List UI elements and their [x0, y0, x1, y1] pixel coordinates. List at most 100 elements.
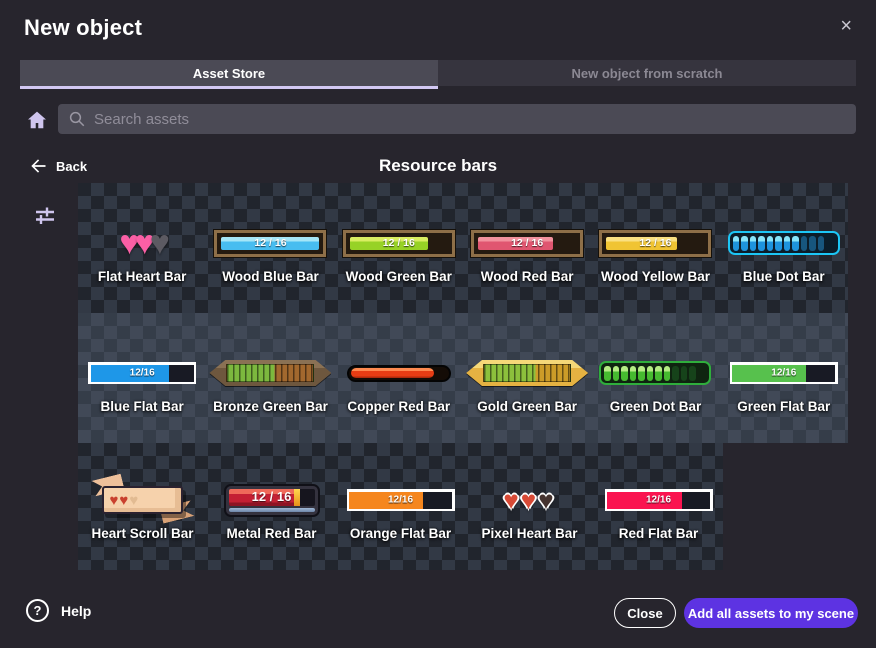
flat-bar-frame: 12/16: [88, 362, 197, 384]
heart-icon: ♥: [129, 491, 139, 509]
dot-pill: [680, 365, 688, 381]
asset-label: Orange Flat Bar: [349, 526, 452, 541]
bar-fill: [732, 364, 807, 382]
asset-tile-metal-red-bar[interactable]: 12 / 16 Metal Red Bar: [207, 443, 336, 570]
asset-sprite-blue-dot-bar: [727, 221, 840, 265]
bar-fill: [349, 236, 429, 250]
asset-tile-bronze-green-bar[interactable]: Bronze Green Bar: [206, 313, 334, 443]
scroll-body: ♥ ♥ ♥: [101, 486, 183, 514]
add-all-assets-button[interactable]: Add all assets to my scene: [684, 598, 858, 628]
heart-icon: ♥: [109, 491, 119, 509]
heart-icons: ♥♥♥: [503, 487, 555, 514]
asset-tile-green-flat-bar[interactable]: 12/16 Green Flat Bar: [720, 313, 848, 443]
asset-row-1: ♥♥♥ Flat Heart Bar 12 / 16 Wood Blue Bar 12 …: [78, 183, 848, 313]
asset-label: Bronze Green Bar: [213, 399, 328, 414]
asset-tile-heart-scroll-bar[interactable]: ♥ ♥ ♥ Heart Scroll Bar: [78, 443, 207, 570]
bar-fill: [478, 236, 553, 250]
active-tab-underline: [20, 86, 438, 89]
help-label: Help: [61, 602, 92, 619]
bar-fill: [228, 488, 294, 506]
asset-sprite-wood-yellow-bar: 12 / 16: [599, 221, 712, 265]
asset-label: Wood Red Bar: [480, 269, 574, 284]
asset-tile-wood-yellow-bar[interactable]: 12 / 16 Wood Yellow Bar: [591, 183, 719, 313]
asset-tile-wood-green-bar[interactable]: 12 / 16 Wood Green Bar: [335, 183, 463, 313]
heart-scroll: ♥ ♥ ♥: [93, 477, 193, 523]
section-title: Resource bars: [378, 156, 498, 175]
close-button[interactable]: Close: [614, 598, 676, 628]
heart-icon: ♥: [503, 484, 521, 515]
dot-pill: [741, 235, 748, 251]
asset-tile-copper-red-bar[interactable]: Copper Red Bar: [335, 313, 463, 443]
metal-bar-frame: 12 / 16: [223, 483, 320, 517]
bar-fill: [349, 491, 424, 509]
dot-pill: [783, 235, 791, 251]
asset-label: Wood Yellow Bar: [600, 269, 710, 284]
asset-label: Gold Green Bar: [477, 399, 578, 414]
bar-fill: [607, 491, 683, 509]
dot-pill: [775, 235, 782, 251]
asset-label: Blue Flat Bar: [100, 399, 184, 414]
asset-tile-flat-heart-bar[interactable]: ♥♥♥ Flat Heart Bar: [78, 183, 206, 313]
asset-tile-pixel-heart-bar[interactable]: ♥♥♥ Pixel Heart Bar: [465, 443, 594, 570]
tab-new-object-from-scratch[interactable]: New object from scratch: [438, 60, 856, 86]
asset-tile-red-flat-bar[interactable]: 12/16 Red Flat Bar: [594, 443, 723, 570]
bar-fill: [350, 368, 434, 378]
bar-value: 12 / 16: [382, 236, 415, 249]
dot-pill: [612, 365, 620, 381]
heart-icon: ♥: [149, 224, 170, 262]
asset-tile-wood-red-bar[interactable]: 12 / 16 Wood Red Bar: [463, 183, 591, 313]
arrow-bar: [466, 360, 589, 386]
back-button[interactable]: Back: [28, 156, 87, 176]
asset-label: Green Flat Bar: [737, 399, 831, 414]
tab-asset-store[interactable]: Asset Store: [20, 60, 438, 86]
dot-pill: [655, 365, 662, 381]
asset-sprite-red-flat-bar: 12/16: [604, 478, 713, 522]
bar-value: 12 / 16: [254, 236, 287, 249]
bar-value: 12 / 16: [511, 236, 544, 249]
flat-bar-frame: 12/16: [346, 489, 455, 511]
asset-sprite-blue-flat-bar: 12/16: [88, 351, 197, 395]
help-button[interactable]: ? Help: [26, 599, 91, 622]
dot-pill: [621, 365, 628, 381]
flat-bar-frame: 12/16: [729, 362, 838, 384]
wood-bar-frame: 12 / 16: [471, 229, 584, 257]
bar-track: 12 / 16: [228, 488, 315, 506]
bar-track: [732, 364, 836, 382]
dot-pill: [749, 235, 757, 251]
filter-tune-icon[interactable]: [31, 201, 59, 229]
asset-sprite-wood-green-bar: 12 / 16: [342, 221, 455, 265]
dot-pill: [663, 365, 671, 381]
flat-bar-frame: 12/16: [604, 489, 713, 511]
bar-track: [607, 491, 710, 509]
search-box[interactable]: [58, 104, 856, 134]
asset-sprite-heart-scroll-bar: ♥ ♥ ♥: [93, 478, 193, 522]
asset-tile-blue-dot-bar[interactable]: Blue Dot Bar: [720, 183, 848, 313]
asset-label: Pixel Heart Bar: [481, 526, 578, 541]
asset-tile-blue-flat-bar[interactable]: 12/16 Blue Flat Bar: [78, 313, 206, 443]
dot-pill: [766, 235, 774, 251]
dot-pill: [758, 235, 765, 251]
asset-sprite-metal-red-bar: 12 / 16: [223, 478, 320, 522]
close-icon[interactable]: ×: [840, 15, 852, 37]
asset-tile-wood-blue-bar[interactable]: 12 / 16 Wood Blue Bar: [206, 183, 334, 313]
search-input[interactable]: [94, 110, 846, 128]
asset-row-2: 12/16 Blue Flat Bar Bronze Green Bar Copper…: [78, 313, 848, 443]
asset-tile-gold-green-bar[interactable]: Gold Green Bar: [463, 313, 591, 443]
asset-sprite-wood-blue-bar: 12 / 16: [214, 221, 327, 265]
asset-sprite-copper-red-bar: [346, 351, 451, 395]
bar-fill: [606, 236, 678, 250]
bar-value: 12 / 16: [251, 489, 292, 505]
home-icon[interactable]: [26, 109, 48, 131]
dot-pill: [672, 365, 679, 381]
bar-fill-tip: [293, 488, 300, 506]
asset-tile-orange-flat-bar[interactable]: 12/16 Orange Flat Bar: [336, 443, 465, 570]
bar-track: [349, 491, 452, 509]
dot-pill: [817, 235, 825, 251]
asset-tile-green-dot-bar[interactable]: Green Dot Bar: [591, 313, 719, 443]
dot-pill: [629, 365, 637, 381]
asset-sprite-pixel-heart-bar: ♥♥♥: [503, 478, 555, 522]
asset-row-3: ♥ ♥ ♥ Heart Scroll Bar 12 / 16 Metal Red Bar 1…: [78, 443, 723, 570]
bar-value: 12/16: [387, 494, 414, 506]
asset-sprite-wood-red-bar: 12 / 16: [471, 221, 584, 265]
bar-track: [90, 364, 194, 382]
